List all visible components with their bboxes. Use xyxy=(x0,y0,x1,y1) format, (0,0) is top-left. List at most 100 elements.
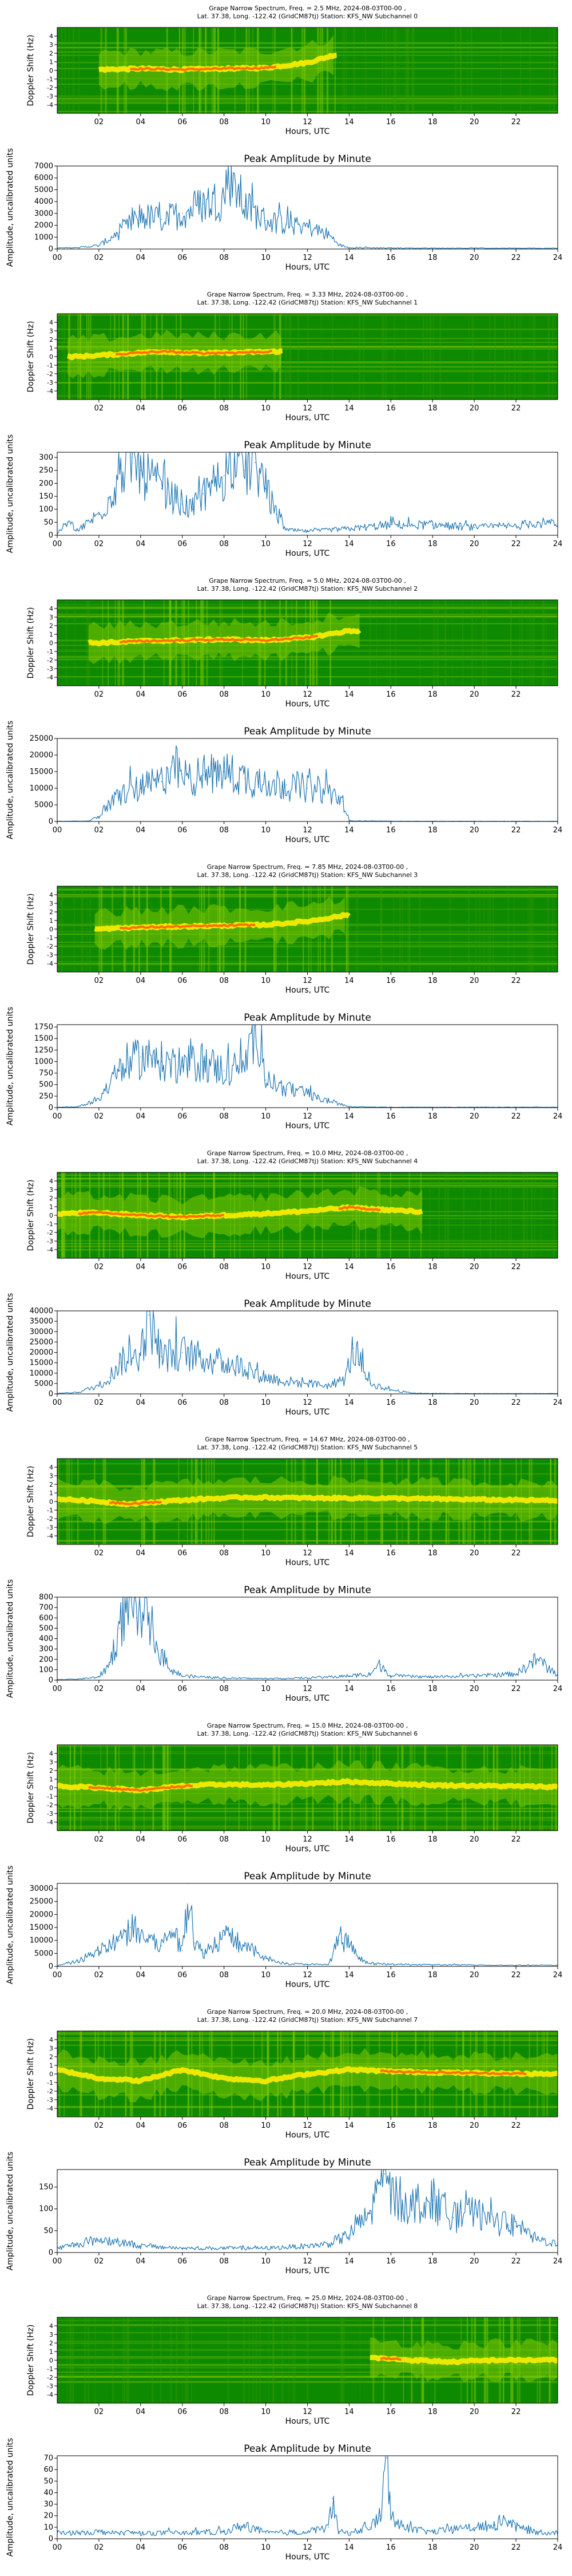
noise-band xyxy=(57,657,558,658)
y-tick-label: -4 xyxy=(47,674,53,681)
vertical-streak xyxy=(533,600,535,686)
x-tick-label: 18 xyxy=(428,540,438,548)
x-tick-label: 08 xyxy=(219,404,229,413)
spectrogram-title-line2: Lat. 37.38, Long. -122.42 (GridCM87tj) S… xyxy=(197,13,418,20)
amplitude-point xyxy=(181,2247,183,2249)
amplitude-point xyxy=(98,816,100,817)
amplitude-point xyxy=(328,1100,329,1101)
spectrogram-title-line1: Grape Narrow Spectrum, Freq. = 14.67 MHz… xyxy=(205,1436,410,1443)
vertical-streak xyxy=(86,886,88,972)
y-tick-label: 0 xyxy=(49,67,53,74)
amplitude-point xyxy=(286,223,287,225)
y-tick-label: 1000 xyxy=(34,233,53,242)
noise-band xyxy=(57,1246,558,1247)
amplitude-point xyxy=(192,508,193,510)
spectrogram-image xyxy=(57,2317,558,2403)
x-tick-label: 14 xyxy=(344,1685,354,1693)
vertical-streak xyxy=(68,27,70,113)
vertical-streak xyxy=(553,27,555,113)
amplitude-point xyxy=(244,1945,245,1946)
spectrogram-panel-8: Grape Narrow Spectrum, Freq. = 10.0 MHz,… xyxy=(26,1149,558,1281)
noise-band xyxy=(57,1745,558,1747)
noise-band xyxy=(57,1184,558,1186)
vertical-streak xyxy=(272,2317,274,2403)
amplitude-point xyxy=(432,1964,434,1966)
y-tick-label: -1 xyxy=(47,1793,53,1800)
y-tick-label: 20000 xyxy=(30,1349,53,1357)
amplitude-point xyxy=(432,247,434,249)
y-tick-label: -1 xyxy=(47,1220,53,1228)
x-tick-label: 00 xyxy=(53,2543,62,2552)
y-tick-label: -1 xyxy=(47,76,53,83)
vertical-streak xyxy=(546,600,547,686)
y-tick-label: 2 xyxy=(49,1481,53,1488)
x-tick-label: 04 xyxy=(136,1398,146,1407)
x-tick-label: 02 xyxy=(94,2543,104,2552)
y-tick-label: 3 xyxy=(49,614,53,621)
x-tick-label: 24 xyxy=(553,1971,563,1980)
spectrogram-title-line2: Lat. 37.38, Long. -122.42 (GridCM87tj) S… xyxy=(197,2302,418,2310)
vertical-streak xyxy=(190,2317,192,2403)
vertical-streak xyxy=(70,2317,72,2403)
y-tick-label: -1 xyxy=(47,1507,53,1514)
x-tick-label: 20 xyxy=(470,690,479,699)
amplitude-point xyxy=(380,1664,381,1665)
x-tick-label: 00 xyxy=(53,1685,62,1693)
x-tick-label: 02 xyxy=(94,1263,104,1271)
vertical-streak xyxy=(471,600,474,686)
x-tick-label: 22 xyxy=(511,2121,521,2130)
y-tick-label: 200 xyxy=(39,1656,53,1664)
amplitude-series xyxy=(57,2170,558,2251)
x-tick-label: 20 xyxy=(470,1685,479,1693)
amplitude-point xyxy=(307,1677,308,1679)
amplitude-point xyxy=(307,531,308,532)
y-tick-label: 40 xyxy=(43,2488,53,2497)
y-tick-label: -3 xyxy=(47,2096,53,2104)
x-tick-label: 16 xyxy=(386,2121,396,2130)
x-tick-label: 04 xyxy=(136,2543,146,2552)
amplitude-point xyxy=(119,794,121,796)
amplitude-point xyxy=(77,1678,79,1680)
x-tick-label: 10 xyxy=(261,404,271,413)
y-tick-label: 3 xyxy=(49,1472,53,1480)
y-tick-label: -2 xyxy=(47,2374,53,2381)
noise-band xyxy=(57,2341,558,2342)
vertical-streak xyxy=(74,600,76,686)
x-tick-label: 14 xyxy=(344,2408,354,2416)
amplitude-point xyxy=(119,2241,121,2242)
amplitude-point xyxy=(119,472,121,474)
vertical-streak xyxy=(411,27,414,113)
amplitude-point xyxy=(98,2239,100,2240)
x-tick-label: 22 xyxy=(511,1398,521,1407)
x-tick-label: 14 xyxy=(344,1398,354,1407)
y-tick-label: 4 xyxy=(49,2322,53,2330)
vertical-streak xyxy=(412,27,415,113)
x-tick-label: 14 xyxy=(344,2543,354,2552)
x-tick-label: 04 xyxy=(136,1971,146,1980)
spectrogram-title-line2: Lat. 37.38, Long. -122.42 (GridCM87tj) S… xyxy=(197,1157,418,1165)
y-tick-label: 250 xyxy=(39,467,53,475)
amplitude-point xyxy=(67,521,69,523)
noise-band xyxy=(57,1243,558,1244)
vertical-streak xyxy=(399,886,401,972)
vertical-streak xyxy=(272,2317,275,2403)
x-tick-label: 12 xyxy=(303,1112,312,1121)
amplitude-point xyxy=(202,1061,204,1062)
y-tick-label: -2 xyxy=(47,1229,53,1236)
noise-band xyxy=(57,2356,558,2358)
noise-band xyxy=(57,666,558,668)
x-tick-label: 06 xyxy=(177,1835,187,1844)
vertical-streak xyxy=(160,2317,162,2403)
noise-band xyxy=(57,1540,558,1542)
x-tick-label: 08 xyxy=(219,1549,229,1558)
amplitude-frame xyxy=(57,1310,558,1394)
y-tick-label: 150 xyxy=(39,2183,53,2192)
vertical-streak xyxy=(340,2317,342,2403)
vertical-streak xyxy=(522,1172,524,1258)
x-axis-label: Hours, UTC xyxy=(285,127,330,136)
x-tick-label: 16 xyxy=(386,977,396,985)
amplitude-panel-5: Peak Amplitude by Minute 00 02 04 06 08 10 12 14… xyxy=(6,721,562,844)
amplitude-point xyxy=(181,1950,183,1951)
vertical-streak xyxy=(151,2317,153,2403)
x-tick-label: 24 xyxy=(553,540,563,548)
